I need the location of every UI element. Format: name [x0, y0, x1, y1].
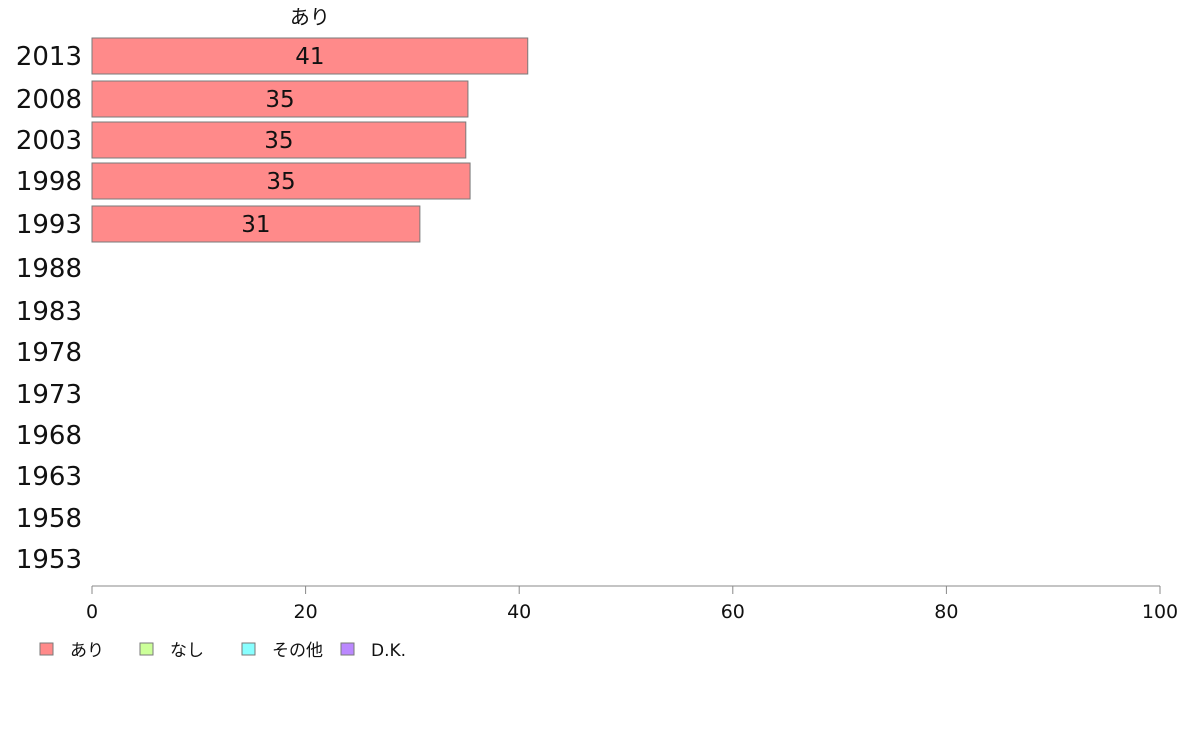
legend-swatch-2	[241, 642, 256, 656]
bar-2003-0	[91, 121, 467, 159]
y-tick-label-1978: 1978	[16, 338, 82, 368]
y-tick-label-1963: 1963	[16, 462, 82, 492]
series-header-label: あり	[290, 5, 330, 29]
bar-value-label-1993: 31	[241, 212, 270, 238]
y-tick-label-1968: 1968	[16, 421, 82, 451]
legend-swatch-3	[340, 642, 355, 656]
legend-label-1: なし	[170, 641, 204, 661]
x-axis: 0 20 40 60 80 100	[86, 585, 1178, 623]
x-tick-label-60: 60	[721, 601, 745, 623]
x-tick-label-20: 20	[294, 601, 318, 623]
y-tick-label-2003: 2003	[16, 126, 82, 156]
bar-2013-0	[91, 37, 529, 75]
y-tick-label-1958: 1958	[16, 504, 82, 534]
bar-value-label-1998: 35	[266, 169, 295, 195]
y-tick-label-1998: 1998	[16, 167, 82, 197]
bar-1993-0	[91, 205, 421, 243]
legend-label-0: あり	[70, 641, 104, 661]
legend: あり なし その他 D.K.	[39, 641, 406, 661]
y-tick-label-1988: 1988	[16, 254, 82, 284]
y-tick-label-2008: 2008	[16, 85, 82, 115]
bar-value-label-2008: 35	[265, 87, 294, 113]
x-tick-label-80: 80	[934, 601, 958, 623]
y-tick-label-2013: 2013	[16, 42, 82, 72]
legend-swatch-1	[139, 642, 154, 656]
y-tick-label-1993: 1993	[16, 210, 82, 240]
x-tick-label-0: 0	[86, 601, 98, 623]
bar-value-label-2003: 35	[264, 128, 293, 154]
bar-2008-0	[91, 80, 469, 118]
bars: 2013 41 2008 35 2003 35 1998 35 1993 31 1988 1983 19…	[16, 37, 529, 575]
y-tick-label-1983: 1983	[16, 297, 82, 327]
x-tick-label-100: 100	[1142, 601, 1178, 623]
legend-label-3: D.K.	[371, 641, 406, 661]
bar-1998-0	[91, 162, 471, 200]
legend-swatch-0	[39, 642, 54, 656]
series-header: あり	[290, 5, 330, 29]
bar-value-label-2013: 41	[295, 44, 324, 70]
y-tick-label-1953: 1953	[16, 545, 82, 575]
y-tick-label-1973: 1973	[16, 380, 82, 410]
x-tick-label-40: 40	[507, 601, 531, 623]
legend-label-2: その他	[272, 641, 323, 661]
